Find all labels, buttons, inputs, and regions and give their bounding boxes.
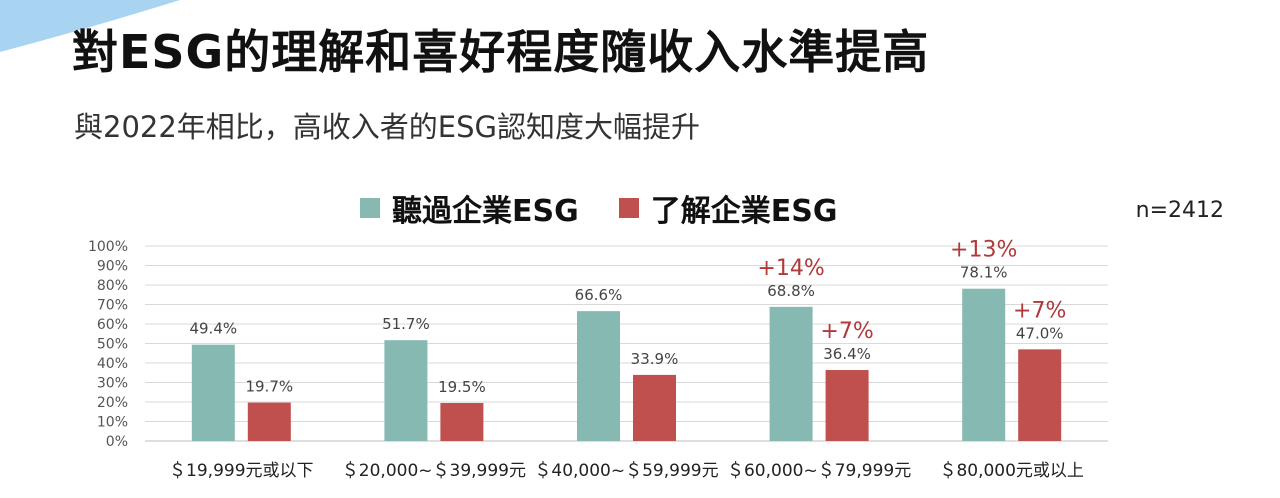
sample-size: n=2412	[1135, 198, 1224, 223]
y-tick-label: 80%	[97, 278, 128, 294]
bar	[633, 374, 676, 441]
y-tick-label: 60%	[97, 317, 128, 333]
page-subtitle: 與2022年相比，高收入者的ESG認知度大幅提升	[74, 110, 701, 144]
legend-swatch-understand	[618, 198, 639, 218]
x-tick-label: ＄80,000元或以上	[939, 461, 1083, 481]
legend-swatch-heard	[360, 198, 380, 218]
page-title: 對ESG的理解和喜好程度隨收入水準提高	[72, 25, 930, 79]
x-tick-label: ＄60,000~＄79,999元	[727, 461, 911, 481]
bar	[384, 340, 428, 441]
bar	[191, 344, 235, 441]
chart-legend: 聽過企業ESG 了解企業ESG	[360, 186, 837, 230]
data-label: 19.5%	[438, 378, 486, 396]
bar	[440, 402, 484, 441]
change-annotation: +7%	[1013, 298, 1066, 323]
corner-decoration	[0, 0, 180, 52]
y-tick-label: 30%	[97, 376, 128, 392]
y-tick-label: 10%	[97, 415, 128, 431]
data-label: 78.1%	[960, 264, 1008, 282]
y-tick-label: 20%	[97, 395, 128, 411]
x-tick-label: ＄40,000~＄59,999元	[534, 461, 718, 481]
data-label: 36.4%	[823, 345, 871, 363]
y-tick-label: 40%	[97, 356, 128, 372]
bar	[962, 288, 1006, 441]
change-annotation: +7%	[820, 319, 873, 344]
data-label: 47.0%	[1016, 324, 1064, 342]
y-tick-label: 0%	[106, 434, 128, 450]
x-tick-label: ＄19,999元或以下	[169, 461, 313, 481]
bar	[577, 311, 620, 441]
bar	[825, 370, 869, 441]
y-tick-label: 50%	[97, 337, 128, 353]
data-label: 66.6%	[575, 286, 623, 304]
y-tick-label: 100%	[88, 239, 128, 255]
legend-label-understand: 了解企業ESG	[650, 194, 838, 229]
bar	[769, 306, 813, 441]
y-tick-label: 70%	[97, 298, 128, 314]
legend-label-heard: 聽過企業ESG	[392, 194, 579, 229]
change-annotation: +14%	[757, 256, 824, 281]
bar	[247, 402, 291, 441]
data-label: 68.8%	[767, 282, 815, 300]
y-tick-label: 90%	[97, 259, 128, 275]
x-tick-label: ＄20,000~＄39,999元	[342, 461, 526, 481]
data-label: 49.4%	[189, 320, 237, 338]
legend-item-understand: 了解企業ESG	[618, 186, 838, 230]
legend-item-heard: 聽過企業ESG	[360, 186, 579, 230]
change-annotation: +13%	[950, 238, 1017, 263]
data-label: 33.9%	[631, 350, 679, 368]
data-label: 19.7%	[245, 378, 293, 396]
bar	[1018, 349, 1062, 441]
data-label: 51.7%	[382, 315, 430, 333]
